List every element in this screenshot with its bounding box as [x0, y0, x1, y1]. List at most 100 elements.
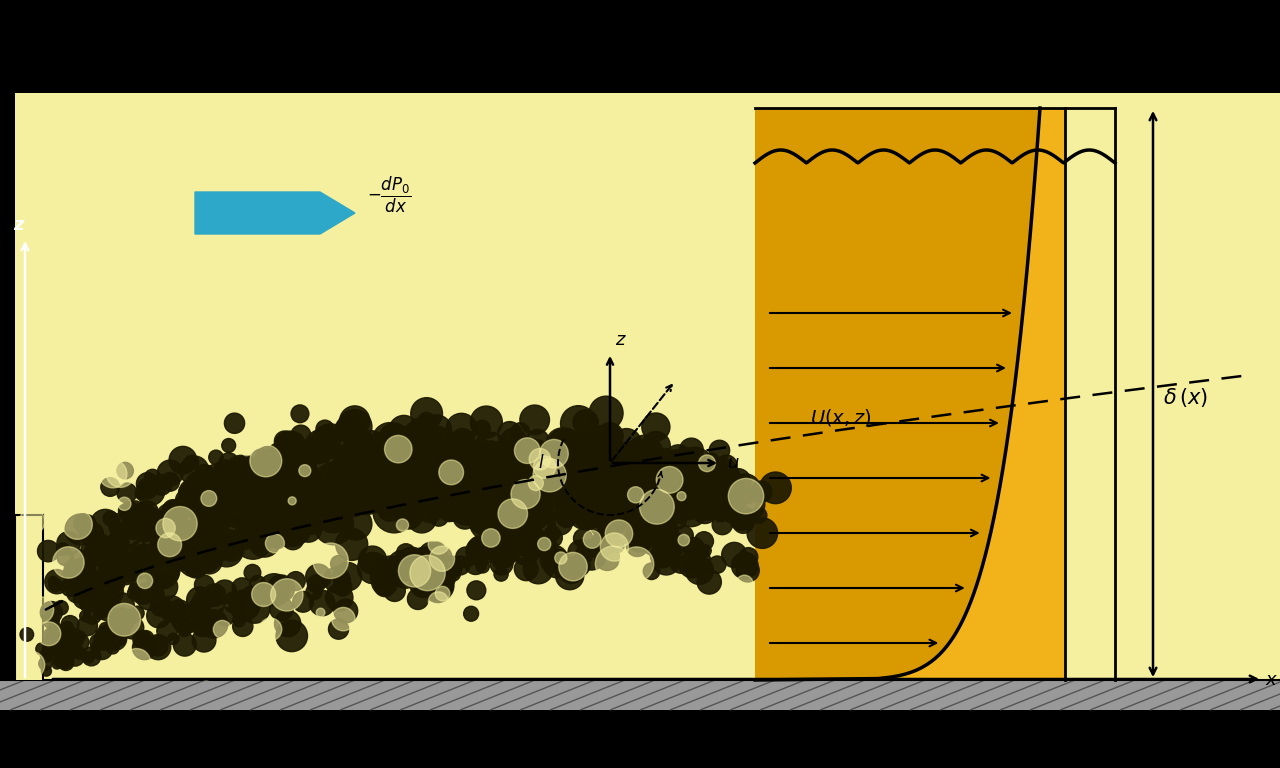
- Circle shape: [500, 476, 531, 508]
- Circle shape: [653, 538, 676, 561]
- Circle shape: [349, 465, 376, 492]
- Circle shape: [581, 432, 604, 454]
- Bar: [0, 680, 1280, 710]
- Circle shape: [298, 486, 316, 504]
- Circle shape: [732, 594, 750, 612]
- Circle shape: [306, 564, 332, 589]
- Circle shape: [520, 405, 549, 435]
- Circle shape: [278, 452, 317, 491]
- Circle shape: [527, 458, 552, 482]
- Circle shape: [188, 477, 223, 511]
- Circle shape: [283, 432, 305, 453]
- Circle shape: [625, 522, 655, 552]
- Circle shape: [335, 483, 370, 517]
- Circle shape: [495, 534, 511, 548]
- Circle shape: [109, 513, 134, 538]
- Circle shape: [284, 492, 320, 529]
- Circle shape: [556, 482, 579, 505]
- Circle shape: [652, 498, 682, 528]
- Circle shape: [97, 574, 118, 595]
- Circle shape: [604, 472, 640, 508]
- Circle shape: [456, 458, 489, 491]
- Circle shape: [424, 426, 451, 453]
- Circle shape: [548, 429, 582, 462]
- Circle shape: [567, 492, 604, 530]
- Circle shape: [186, 536, 223, 573]
- Circle shape: [49, 623, 63, 637]
- Circle shape: [750, 481, 772, 502]
- Circle shape: [122, 617, 143, 639]
- Circle shape: [123, 648, 151, 677]
- Circle shape: [447, 447, 476, 476]
- Circle shape: [466, 472, 498, 505]
- Circle shape: [200, 610, 228, 638]
- Circle shape: [77, 584, 87, 594]
- Circle shape: [212, 466, 232, 486]
- Circle shape: [589, 396, 623, 430]
- Circle shape: [379, 423, 410, 453]
- Circle shape: [282, 489, 302, 510]
- Circle shape: [474, 420, 490, 436]
- Circle shape: [485, 454, 515, 482]
- Circle shape: [658, 543, 672, 556]
- Circle shape: [561, 434, 586, 459]
- Circle shape: [539, 470, 577, 509]
- Circle shape: [74, 648, 86, 660]
- Circle shape: [198, 529, 232, 563]
- Circle shape: [20, 627, 33, 641]
- Circle shape: [27, 597, 54, 623]
- Circle shape: [573, 460, 609, 496]
- Circle shape: [513, 495, 550, 531]
- Circle shape: [314, 481, 346, 513]
- Circle shape: [515, 438, 540, 463]
- Circle shape: [352, 467, 383, 496]
- Circle shape: [123, 551, 151, 579]
- Circle shape: [90, 591, 111, 612]
- Circle shape: [397, 547, 426, 576]
- Circle shape: [381, 451, 415, 485]
- Circle shape: [645, 459, 675, 489]
- Circle shape: [169, 526, 197, 554]
- Circle shape: [287, 499, 323, 535]
- Circle shape: [334, 442, 367, 476]
- Circle shape: [439, 556, 462, 578]
- Circle shape: [623, 439, 654, 472]
- Circle shape: [201, 505, 225, 530]
- Circle shape: [532, 493, 549, 510]
- Circle shape: [332, 607, 355, 631]
- Circle shape: [118, 497, 131, 511]
- Circle shape: [83, 578, 104, 598]
- Circle shape: [672, 487, 701, 516]
- Circle shape: [19, 508, 45, 535]
- Circle shape: [657, 466, 684, 493]
- Circle shape: [63, 562, 87, 586]
- Circle shape: [40, 601, 63, 624]
- Circle shape: [710, 474, 722, 486]
- Circle shape: [384, 580, 406, 601]
- Circle shape: [351, 474, 379, 502]
- Circle shape: [708, 494, 722, 509]
- Circle shape: [225, 468, 255, 498]
- Circle shape: [467, 536, 493, 561]
- Circle shape: [626, 435, 663, 472]
- Circle shape: [243, 586, 259, 602]
- Circle shape: [618, 464, 640, 485]
- Circle shape: [483, 476, 509, 504]
- Circle shape: [694, 468, 708, 482]
- Circle shape: [453, 506, 476, 529]
- Circle shape: [306, 440, 330, 464]
- Circle shape: [643, 472, 663, 494]
- Circle shape: [74, 646, 83, 655]
- Circle shape: [644, 563, 660, 580]
- Circle shape: [467, 498, 504, 535]
- Circle shape: [613, 488, 640, 515]
- Circle shape: [640, 489, 675, 525]
- Circle shape: [248, 466, 274, 492]
- Circle shape: [42, 637, 61, 655]
- Circle shape: [739, 548, 758, 566]
- Circle shape: [407, 504, 436, 533]
- Circle shape: [466, 467, 500, 502]
- Circle shape: [164, 543, 191, 569]
- Circle shape: [218, 530, 244, 557]
- Circle shape: [493, 556, 506, 568]
